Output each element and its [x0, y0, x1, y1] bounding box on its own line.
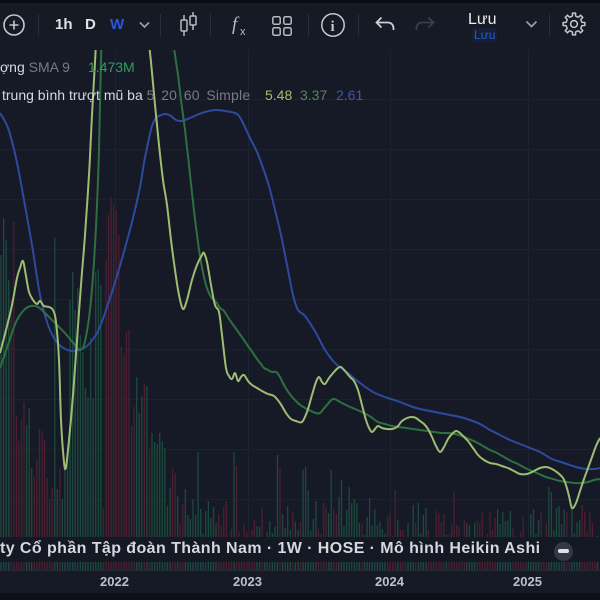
- svg-text:x: x: [240, 26, 246, 38]
- svg-text:f: f: [232, 14, 240, 35]
- svg-text:i: i: [331, 19, 335, 35]
